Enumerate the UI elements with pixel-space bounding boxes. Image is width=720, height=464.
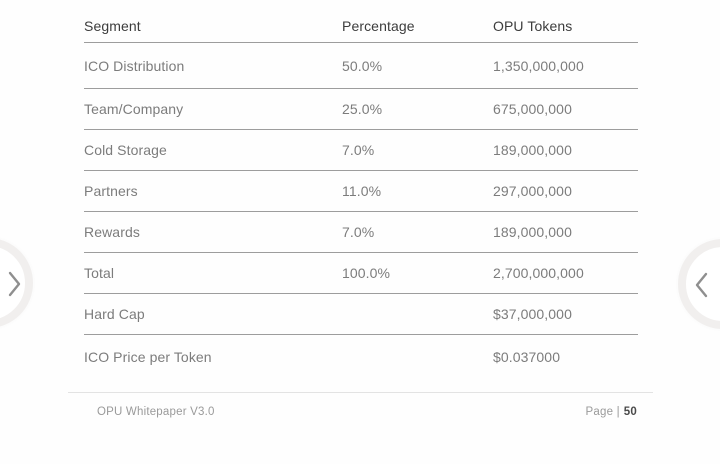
cell-segment: Cold Storage <box>84 142 167 158</box>
table-row: Rewards 7.0% 189,000,000 <box>84 212 638 253</box>
cell-tokens: 189,000,000 <box>493 142 572 158</box>
footer-document-title: OPU Whitepaper V3.0 <box>97 405 215 418</box>
chevron-left-icon <box>695 272 708 298</box>
page-number: 50 <box>623 405 637 418</box>
table-row: Partners 11.0% 297,000,000 <box>84 171 638 212</box>
column-header-percentage: Percentage <box>342 17 415 34</box>
cell-percentage: 50.0% <box>342 57 383 74</box>
cell-tokens: 297,000,000 <box>493 183 572 199</box>
table-row: Cold Storage 7.0% 189,000,000 <box>84 130 638 171</box>
cell-segment: Partners <box>84 183 138 199</box>
cell-segment: ICO Distribution <box>84 57 185 74</box>
cell-percentage: 7.0% <box>342 142 375 158</box>
table-header-row: Segment Percentage OPU Tokens <box>84 0 638 43</box>
cell-segment: ICO Price per Token <box>84 349 212 365</box>
cell-tokens: $37,000,000 <box>493 306 572 322</box>
cell-tokens: $0.037000 <box>493 349 561 365</box>
table-row: ICO Distribution 50.0% 1,350,000,000 <box>84 43 638 89</box>
table-row: Hard Cap $37,000,000 <box>84 294 638 335</box>
page-label: Page | <box>585 405 620 418</box>
table-row: Total 100.0% 2,700,000,000 <box>84 253 638 294</box>
cell-segment: Rewards <box>84 224 140 240</box>
cell-tokens: 1,350,000,000 <box>493 57 584 74</box>
cell-segment: Team/Company <box>84 101 184 117</box>
page-footer: OPU Whitepaper V3.0 Page | 50 <box>84 403 637 420</box>
column-header-opu-tokens: OPU Tokens <box>493 17 573 34</box>
cell-percentage: 100.0% <box>342 265 391 281</box>
cell-segment: Hard Cap <box>84 306 145 322</box>
token-distribution-table: Segment Percentage OPU Tokens ICO Distri… <box>84 0 638 379</box>
footer-divider <box>68 392 653 393</box>
chevron-right-icon <box>8 271 21 297</box>
cell-segment: Total <box>84 265 115 281</box>
cell-percentage: 7.0% <box>342 224 375 240</box>
cell-tokens: 189,000,000 <box>493 224 572 240</box>
cell-percentage: 25.0% <box>342 101 383 117</box>
table-row: Team/Company 25.0% 675,000,000 <box>84 89 638 130</box>
page-indicator: Page | 50 <box>586 406 637 418</box>
column-header-segment: Segment <box>84 17 141 34</box>
cell-tokens: 675,000,000 <box>493 101 572 117</box>
cell-percentage: 11.0% <box>342 183 382 199</box>
cell-tokens: 2,700,000,000 <box>493 265 584 281</box>
table-row: ICO Price per Token $0.037000 <box>84 335 638 379</box>
